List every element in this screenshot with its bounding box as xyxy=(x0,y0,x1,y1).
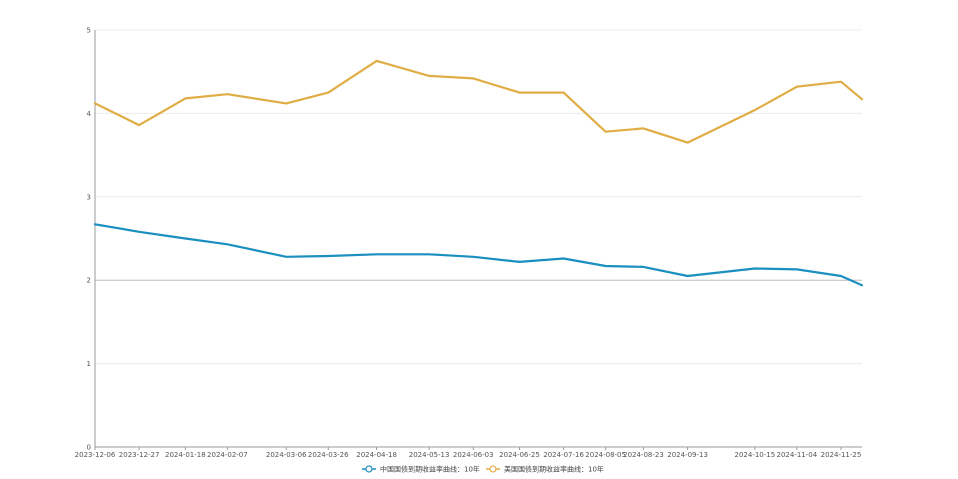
x-tick-label: 2024-08-05 xyxy=(585,451,626,459)
x-tick-label: 2024-02-07 xyxy=(207,451,248,459)
legend-label: 中国国债到期收益率曲线：10年 xyxy=(380,465,480,474)
y-tick-label: 0 xyxy=(87,444,91,452)
x-tick-label: 2024-03-06 xyxy=(266,451,307,459)
x-tick-label: 2024-06-25 xyxy=(499,451,540,459)
x-tick-label: 2024-08-23 xyxy=(623,451,664,459)
y-tick-label: 4 xyxy=(87,110,92,118)
x-tick-label: 2024-11-25 xyxy=(821,451,862,459)
y-tick-label: 2 xyxy=(87,277,91,285)
legend-marker xyxy=(489,465,497,473)
x-axis-ticks: 2023-12-06 2023-12-27 2024-01-18 2024-02-07… xyxy=(75,447,862,459)
legend-label: 美国国债到期收益率曲线：10年 xyxy=(504,465,604,474)
axes xyxy=(94,30,862,448)
series-line-2 xyxy=(93,59,864,144)
x-tick-label: 2024-11-04 xyxy=(777,451,818,459)
x-tick-label: 2024-04-18 xyxy=(356,451,397,459)
x-tick-label: 2024-10-15 xyxy=(734,451,775,459)
y-tick-label: 1 xyxy=(87,360,91,368)
x-tick-label: 2024-06-03 xyxy=(453,451,494,459)
x-tick-label: 2023-12-06 xyxy=(75,451,116,459)
legend-marker xyxy=(365,465,373,473)
series-lines xyxy=(93,59,864,287)
x-tick-label: 2024-05-13 xyxy=(409,451,450,459)
legend-item-2[interactable]: 美国国债到期收益率曲线：10年 xyxy=(486,465,604,474)
x-tick-label: 2024-09-13 xyxy=(667,451,708,459)
x-tick-label: 2024-01-18 xyxy=(165,451,206,459)
x-tick-label: 2024-07-16 xyxy=(543,451,584,459)
legend-item-1[interactable]: 中国国债到期收益率曲线：10年 xyxy=(362,465,480,474)
y-tick-label: 5 xyxy=(87,27,91,35)
x-tick-label: 2024-03-26 xyxy=(308,451,349,459)
x-tick-label: 2023-12-27 xyxy=(119,451,160,459)
legend[interactable]: 中国国债到期收益率曲线：10年 美国国债到期收益率曲线：10年 xyxy=(362,465,604,474)
grid-lines xyxy=(95,29,862,365)
series-line-1 xyxy=(93,223,864,287)
y-tick-label: 3 xyxy=(87,193,91,201)
y-axis-ticks: 0 1 2 3 4 5 xyxy=(87,27,92,452)
